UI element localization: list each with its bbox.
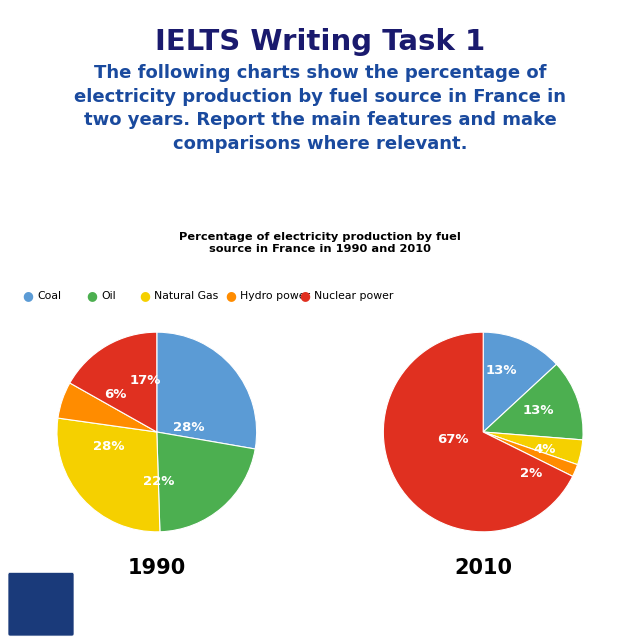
Wedge shape <box>70 332 157 432</box>
Text: 28%: 28% <box>173 420 205 433</box>
Text: 2010: 2010 <box>454 558 512 578</box>
Wedge shape <box>157 432 255 532</box>
Wedge shape <box>483 432 577 476</box>
Text: Oil: Oil <box>101 291 116 301</box>
Text: 1990: 1990 <box>127 558 186 578</box>
Wedge shape <box>157 332 257 449</box>
Text: Nuclear power: Nuclear power <box>314 291 394 301</box>
Wedge shape <box>483 432 583 465</box>
Wedge shape <box>58 383 157 432</box>
Text: IELTS Writing Task 1: IELTS Writing Task 1 <box>155 28 485 56</box>
Text: 6%: 6% <box>104 388 126 401</box>
Wedge shape <box>483 332 557 432</box>
Text: ●: ● <box>140 289 150 302</box>
Text: ●: ● <box>86 289 97 302</box>
FancyBboxPatch shape <box>8 572 74 636</box>
Text: 13%: 13% <box>522 404 554 417</box>
Text: 17%: 17% <box>129 374 161 387</box>
Text: 4%: 4% <box>534 444 556 456</box>
Text: ●: ● <box>22 289 33 302</box>
Text: 2%: 2% <box>520 467 542 481</box>
Wedge shape <box>57 418 160 532</box>
Text: Hydro power: Hydro power <box>240 291 310 301</box>
Text: 13%: 13% <box>485 364 517 376</box>
Text: 22%: 22% <box>143 476 175 488</box>
Text: Coal: Coal <box>37 291 61 301</box>
Text: ●: ● <box>225 289 236 302</box>
Text: The following charts show the percentage of
electricity production by fuel sourc: The following charts show the percentage… <box>74 64 566 153</box>
Text: www.AEHelp.com: www.AEHelp.com <box>232 594 408 612</box>
Text: Percentage of electricity production by fuel
source in France in 1990 and 2010: Percentage of electricity production by … <box>179 232 461 254</box>
Text: ●: ● <box>300 289 310 302</box>
Wedge shape <box>383 332 573 532</box>
Text: Natural Gas: Natural Gas <box>154 291 218 301</box>
Wedge shape <box>483 364 583 440</box>
Text: 67%: 67% <box>438 433 469 447</box>
FancyBboxPatch shape <box>5 570 77 639</box>
Text: 28%: 28% <box>93 440 125 454</box>
